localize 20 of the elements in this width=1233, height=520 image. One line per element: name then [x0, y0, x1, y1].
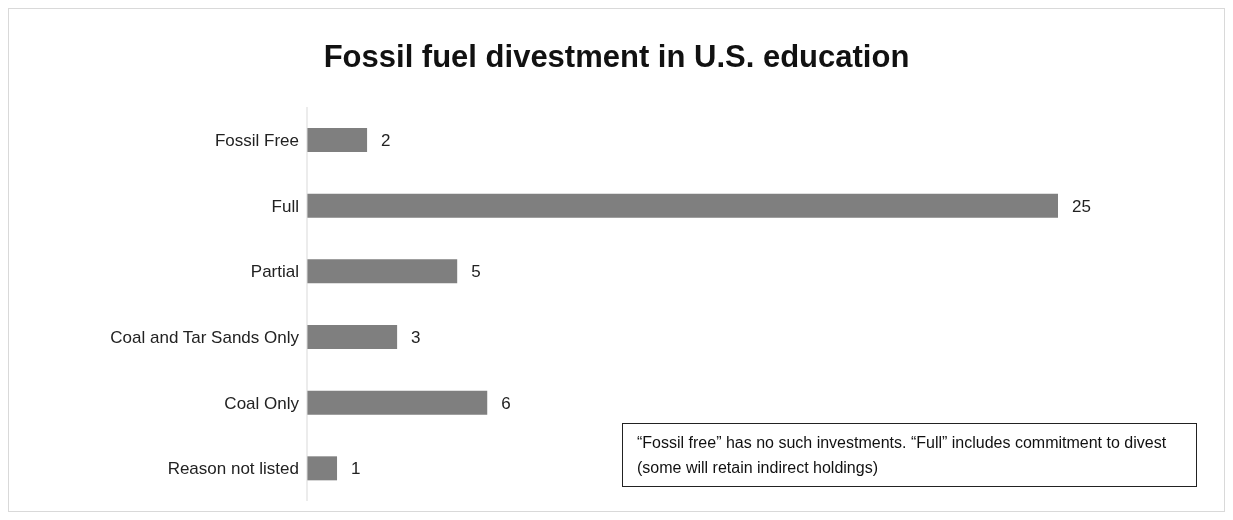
chart-title: Fossil fuel divestment in U.S. education	[322, 39, 911, 75]
bar	[307, 325, 398, 349]
bar	[307, 259, 458, 284]
data-label: 2	[381, 131, 391, 151]
data-label: 3	[411, 328, 421, 348]
annotation: “Fossil free” has no such investments. “Full” includes commitment to divest (some will retain indirect holdings)	[622, 423, 1197, 487]
data-label: 25	[1072, 196, 1091, 216]
y-tick-label: Partial	[250, 262, 299, 282]
bar	[307, 456, 338, 481]
data-label: 1	[351, 459, 361, 479]
data-label: 5	[471, 262, 481, 282]
y-tick-label: Coal Only	[224, 393, 300, 413]
y-tick-label: Coal and Tar Sands Only	[110, 327, 300, 347]
y-tick-label: Full	[271, 196, 299, 216]
bar	[307, 128, 368, 152]
bar	[307, 193, 1058, 218]
y-tick-label: Fossil Free	[214, 130, 299, 150]
data-label: 6	[501, 393, 511, 413]
bar	[307, 390, 488, 415]
y-tick-label: Reason not listed	[167, 459, 299, 479]
